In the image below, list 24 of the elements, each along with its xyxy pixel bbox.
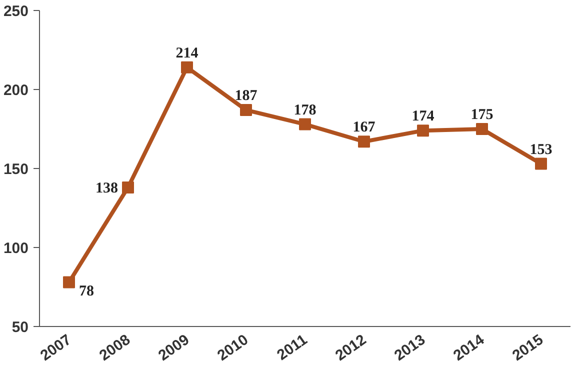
data-label: 175 (470, 107, 494, 123)
data-label: 178 (294, 102, 316, 118)
data-label: 153 (530, 142, 552, 158)
y-tick-label: 150 (3, 161, 29, 178)
point (181, 61, 193, 74)
point (63, 276, 75, 288)
point (535, 158, 547, 170)
data-label: 78 (79, 283, 94, 300)
point (358, 136, 370, 148)
data-label: 138 (96, 180, 118, 196)
point (240, 104, 252, 116)
data-label: 174 (412, 108, 435, 125)
x-tick-label: 2011 (274, 331, 310, 364)
y-tick-label: 200 (3, 82, 29, 99)
point (417, 124, 429, 137)
point (122, 181, 134, 194)
point (476, 123, 488, 135)
data-label: 167 (352, 120, 376, 136)
data-label: 214 (176, 45, 199, 62)
y-tick-label: 250 (3, 3, 29, 20)
point (299, 118, 311, 130)
y-tick-label: 100 (3, 240, 29, 257)
y-tick-label: 50 (12, 319, 29, 336)
data-label: 187 (234, 88, 258, 104)
